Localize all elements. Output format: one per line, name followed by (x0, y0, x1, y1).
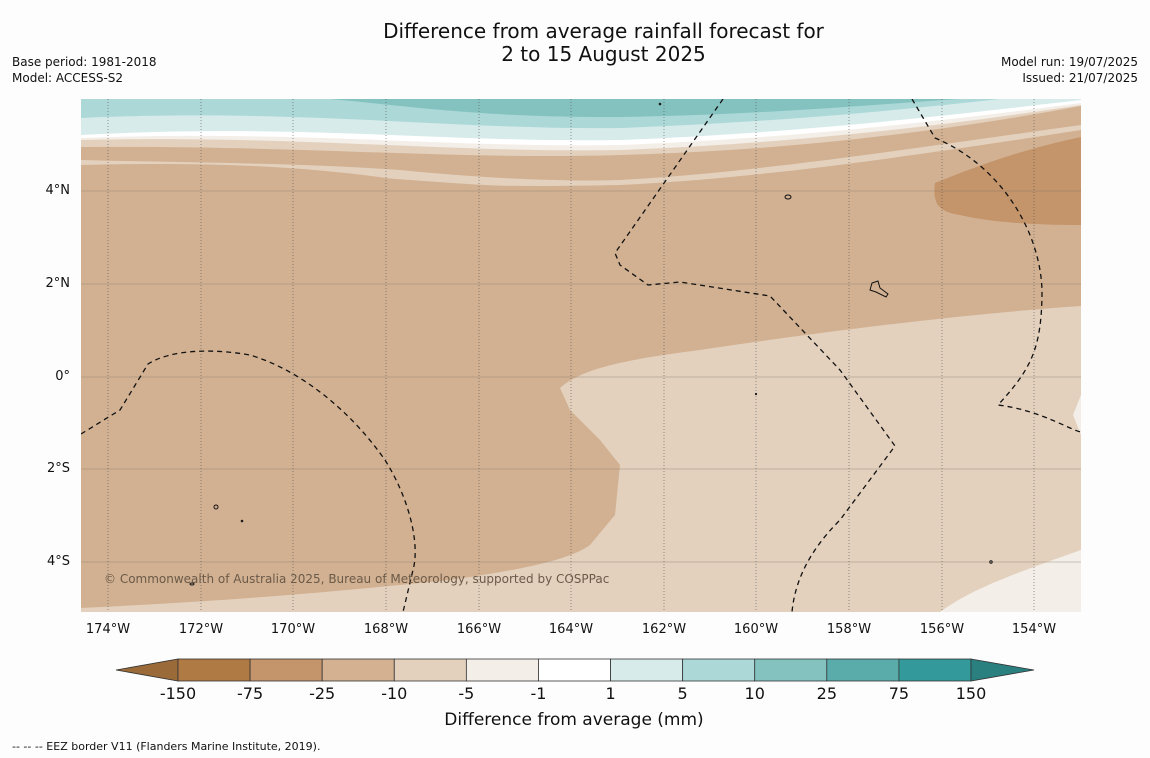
colorbar-label: 10 (744, 684, 765, 703)
copyright-note: © Commonwealth of Australia 2025, Bureau… (104, 572, 610, 586)
colorbar-cell-9 (826, 658, 900, 682)
lon-label-168w: 168°W (363, 622, 409, 637)
eez-border-east (911, 99, 1081, 433)
colorbar-label: -75 (237, 684, 264, 703)
colorbar-cell-3 (393, 658, 467, 682)
eez-borders (81, 99, 1081, 612)
lon-label-158w: 158°W (826, 622, 872, 637)
colorbar-cell-5 (538, 658, 611, 682)
issued-date: Issued: 21/07/2025 (1022, 71, 1138, 85)
colorbar-cell-7 (682, 658, 756, 682)
lon-label-160w: 160°W (733, 622, 779, 637)
colorbar-label: -150 (159, 684, 197, 703)
lon-label-164w: 164°W (548, 622, 594, 637)
lat-label-equator: 0° (55, 369, 70, 384)
island-8 (989, 560, 993, 564)
model-run: Model run: 19/07/2025 (1000, 55, 1138, 69)
island-2 (869, 280, 889, 298)
base-period: Base period: 1981-2018 (12, 55, 157, 69)
colorbar-cell-8 (754, 658, 828, 682)
island-5 (240, 519, 244, 523)
colorbar-label: 25 (816, 684, 837, 703)
meta-left: Base period: 1981-2018 Model: ACCESS-S2 (12, 54, 157, 86)
eez-legend-note: -- -- -- EEZ border V11 (Flanders Marine… (12, 740, 321, 753)
island-4 (189, 582, 195, 586)
band-south-minus5 (940, 550, 1081, 612)
lat-label-2s: 2°S (46, 461, 70, 476)
band-10-25 (330, 99, 960, 118)
band-lower-minus25 (81, 130, 1081, 191)
title-line-2: 2 to 15 August 2025 (501, 42, 706, 66)
colorbar-cell-2 (321, 658, 395, 682)
band-east-minus5 (1073, 395, 1081, 435)
colorbar-extend-right (970, 658, 1035, 682)
colorbar-label: 5 (677, 684, 688, 703)
colorbar-cell-0 (177, 658, 251, 682)
lat-label-4n: 4°N (45, 183, 71, 198)
chart-title: Difference from average rainfall forecas… (0, 20, 1150, 66)
colorbar-label: -5 (458, 684, 475, 703)
colorbar-cell-1 (249, 658, 323, 682)
colorbar-label: 150 (955, 684, 987, 703)
colorbar-cells (177, 658, 972, 682)
lon-label-170w: 170°W (270, 622, 316, 637)
island-3 (213, 504, 219, 510)
parallels (81, 190, 1081, 563)
band-south-minus10 (81, 306, 1081, 612)
island-7 (754, 392, 758, 396)
island-1 (784, 194, 792, 200)
lon-label-162w: 162°W (641, 622, 687, 637)
lat-label-2n: 2°N (45, 276, 71, 291)
islands (189, 102, 993, 586)
colorbar-label: -25 (309, 684, 336, 703)
lon-label-154w: 154°W (1011, 622, 1057, 637)
colorbar-extend-left (115, 658, 179, 682)
colorbar-label: -10 (381, 684, 408, 703)
lon-label-174w: 174°W (85, 622, 131, 637)
colorbar-title: Difference from average (mm) (444, 710, 704, 730)
colorbar-cell-10 (898, 658, 972, 682)
colorbar (115, 658, 1035, 682)
colorbar-label: 75 (888, 684, 910, 703)
meta-right: Model run: 19/07/2025 Issued: 21/07/2025 (1001, 54, 1138, 86)
island-6 (658, 102, 662, 106)
model-name: Model: ACCESS-S2 (12, 71, 124, 85)
eez-border-central (614, 99, 896, 612)
lon-label-166w: 166°W (456, 622, 502, 637)
lon-label-172w: 172°W (178, 622, 224, 637)
band-minus75-minus25 (934, 137, 1081, 225)
eez-border-west (81, 350, 416, 612)
lon-label-156w: 156°W (919, 622, 965, 637)
lat-label-4s: 4°S (46, 554, 70, 569)
colorbar-label: -1 (530, 684, 547, 703)
colorbar-cell-6 (610, 658, 684, 682)
rainfall-field (81, 99, 1081, 612)
title-line-1: Difference from average rainfall forecas… (383, 19, 824, 43)
colorbar-cell-4 (465, 658, 539, 682)
colorbar-label: 1 (605, 684, 616, 703)
